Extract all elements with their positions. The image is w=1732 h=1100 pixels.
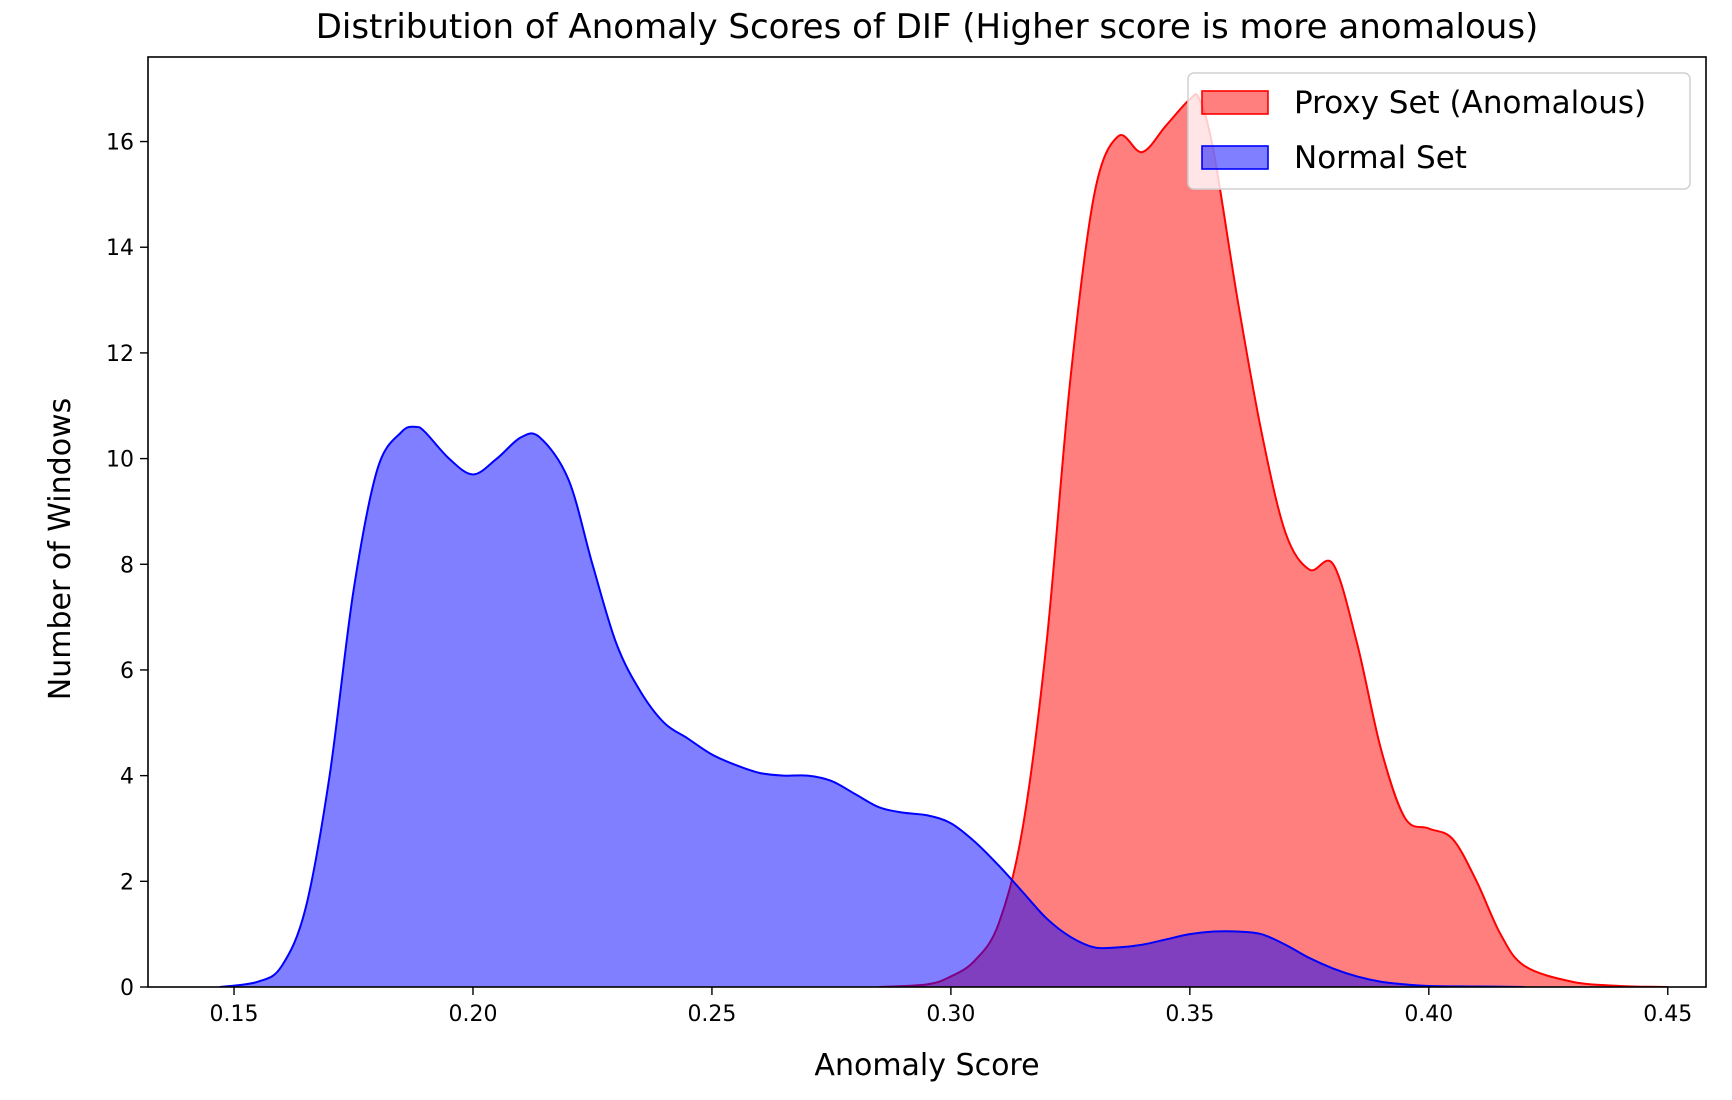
y-tick-label: 14: [106, 236, 134, 261]
series-area-proxy-set-anomalous: [879, 94, 1668, 987]
x-axis-label: Anomaly Score: [814, 1048, 1039, 1083]
axes: 0.15 0.20 0.25 0.30 0.35 0.40 0.45 0 2 4 6 8 10 12 14 1…: [106, 56, 1707, 1027]
x-tick-label: 0.20: [448, 1002, 497, 1027]
plot-area: [219, 93, 1668, 987]
series-line-proxy-set-anomalous: [879, 93, 1668, 987]
y-tick-label: 6: [120, 659, 134, 684]
series-line-normal-set: [219, 425, 1525, 987]
x-tick-label: 0.30: [926, 1002, 975, 1027]
y-tick-label: 2: [120, 870, 134, 895]
y-tick-label: 0: [120, 976, 134, 1001]
legend-label-normal-set: Normal Set: [1294, 140, 1467, 176]
x-tick-label: 0.45: [1643, 1002, 1692, 1027]
y-tick-label: 4: [120, 765, 134, 790]
y-tick-label: 16: [106, 131, 134, 156]
legend: Proxy Set (Anomalous) Normal Set: [1187, 72, 1691, 190]
legend-box: [1187, 72, 1691, 190]
x-tick-label: 0.35: [1165, 1002, 1214, 1027]
legend-label-proxy-set-anomalous: Proxy Set (Anomalous): [1294, 85, 1646, 121]
x-tick-label: 0.15: [210, 1002, 259, 1027]
y-tick-label: 10: [106, 448, 134, 473]
series-area-normal-set: [219, 426, 1525, 987]
x-tick-label: 0.40: [1404, 1002, 1453, 1027]
y-tick-label: 12: [106, 342, 134, 367]
y-tick-label: 8: [120, 553, 134, 578]
plot-frame: [147, 56, 1707, 988]
y-axis-label: Number of Windows: [43, 398, 78, 700]
legend-swatch-normal-set: [1201, 145, 1269, 170]
chart-title: Distribution of Anomaly Scores of DIF (H…: [316, 7, 1539, 47]
legend-swatch-proxy-set-anomalous: [1201, 90, 1269, 115]
x-tick-label: 0.25: [687, 1002, 736, 1027]
